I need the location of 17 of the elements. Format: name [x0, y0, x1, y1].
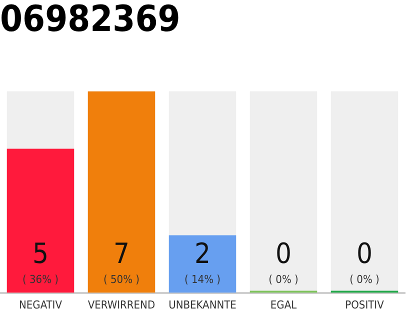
x-tick-label: VERWIRREND: [88, 298, 156, 312]
annotation: ( 14% ): [184, 272, 221, 286]
data-label: 5: [32, 236, 49, 270]
x-tick-label: EGAL: [270, 298, 298, 312]
annotation: ( 36% ): [22, 272, 59, 286]
bar: [168, 235, 236, 293]
data-label: 2: [194, 236, 211, 270]
annotation: ( 0% ): [350, 272, 380, 286]
x-tick-label: POSITIV: [345, 298, 384, 312]
x-tick-label: UNBEKANNTE: [168, 298, 236, 312]
data-label: 0: [275, 236, 292, 270]
data-label: 0: [356, 236, 373, 270]
chart-title: 06982369: [0, 0, 180, 40]
x-tick-label: NEGATIV: [19, 298, 62, 312]
data-label: 7: [113, 236, 130, 270]
annotation: ( 0% ): [268, 272, 298, 286]
annotation: ( 50% ): [103, 272, 140, 286]
